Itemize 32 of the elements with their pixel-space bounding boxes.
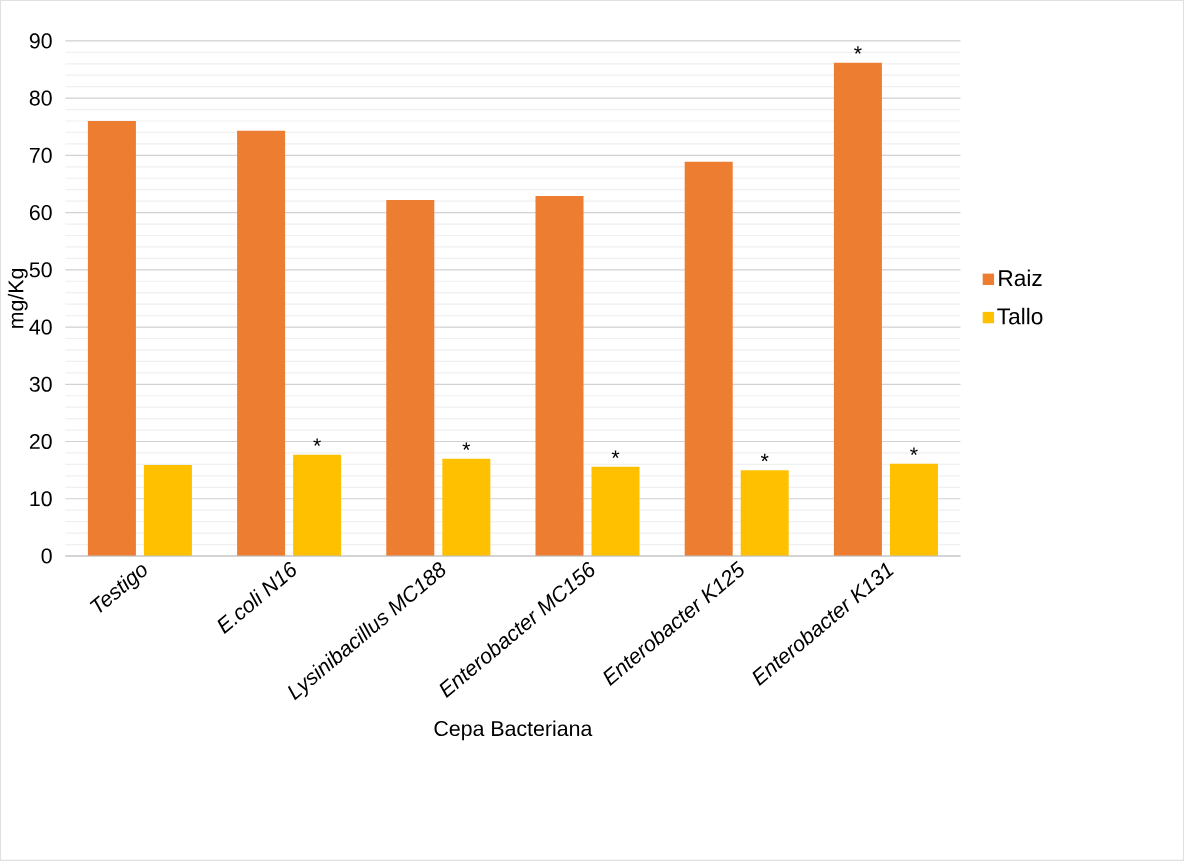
bar: [386, 200, 435, 557]
bar: [237, 130, 286, 557]
bar: [442, 458, 491, 557]
y-tick-label: 80: [29, 90, 52, 106]
legend-label: Raiz: [999, 269, 1042, 287]
legend-label: Tallo: [997, 307, 1043, 325]
annotation: *: [910, 447, 918, 456]
y-tick-label: 70: [29, 147, 52, 163]
bar: [143, 465, 192, 557]
bar: [535, 196, 584, 557]
y-tick-label: 40: [29, 319, 52, 335]
y-tick-label: 60: [29, 205, 52, 221]
y-tick-label: 50: [29, 262, 52, 278]
x-axis-title: Cepa Bacteriana: [434, 720, 593, 741]
y-tick-label: 0: [41, 548, 52, 564]
bar: [684, 161, 733, 557]
annotation: *: [611, 450, 620, 458]
y-tick-label: 90: [29, 33, 52, 49]
bar: [889, 463, 938, 557]
annotation: *: [462, 442, 471, 450]
y-axis-title: mg/Kg: [7, 269, 28, 328]
y-tick-label: 30: [29, 376, 52, 392]
y-tick-label: 10: [30, 491, 52, 507]
annotation: *: [313, 438, 321, 446]
bar: [87, 121, 136, 557]
bar: [591, 466, 640, 557]
bar: [293, 454, 342, 557]
annotation: *: [760, 453, 769, 462]
bar: [833, 62, 882, 557]
bar: [740, 470, 789, 557]
y-tick-label: 20: [29, 434, 52, 450]
annotation: *: [854, 46, 862, 54]
